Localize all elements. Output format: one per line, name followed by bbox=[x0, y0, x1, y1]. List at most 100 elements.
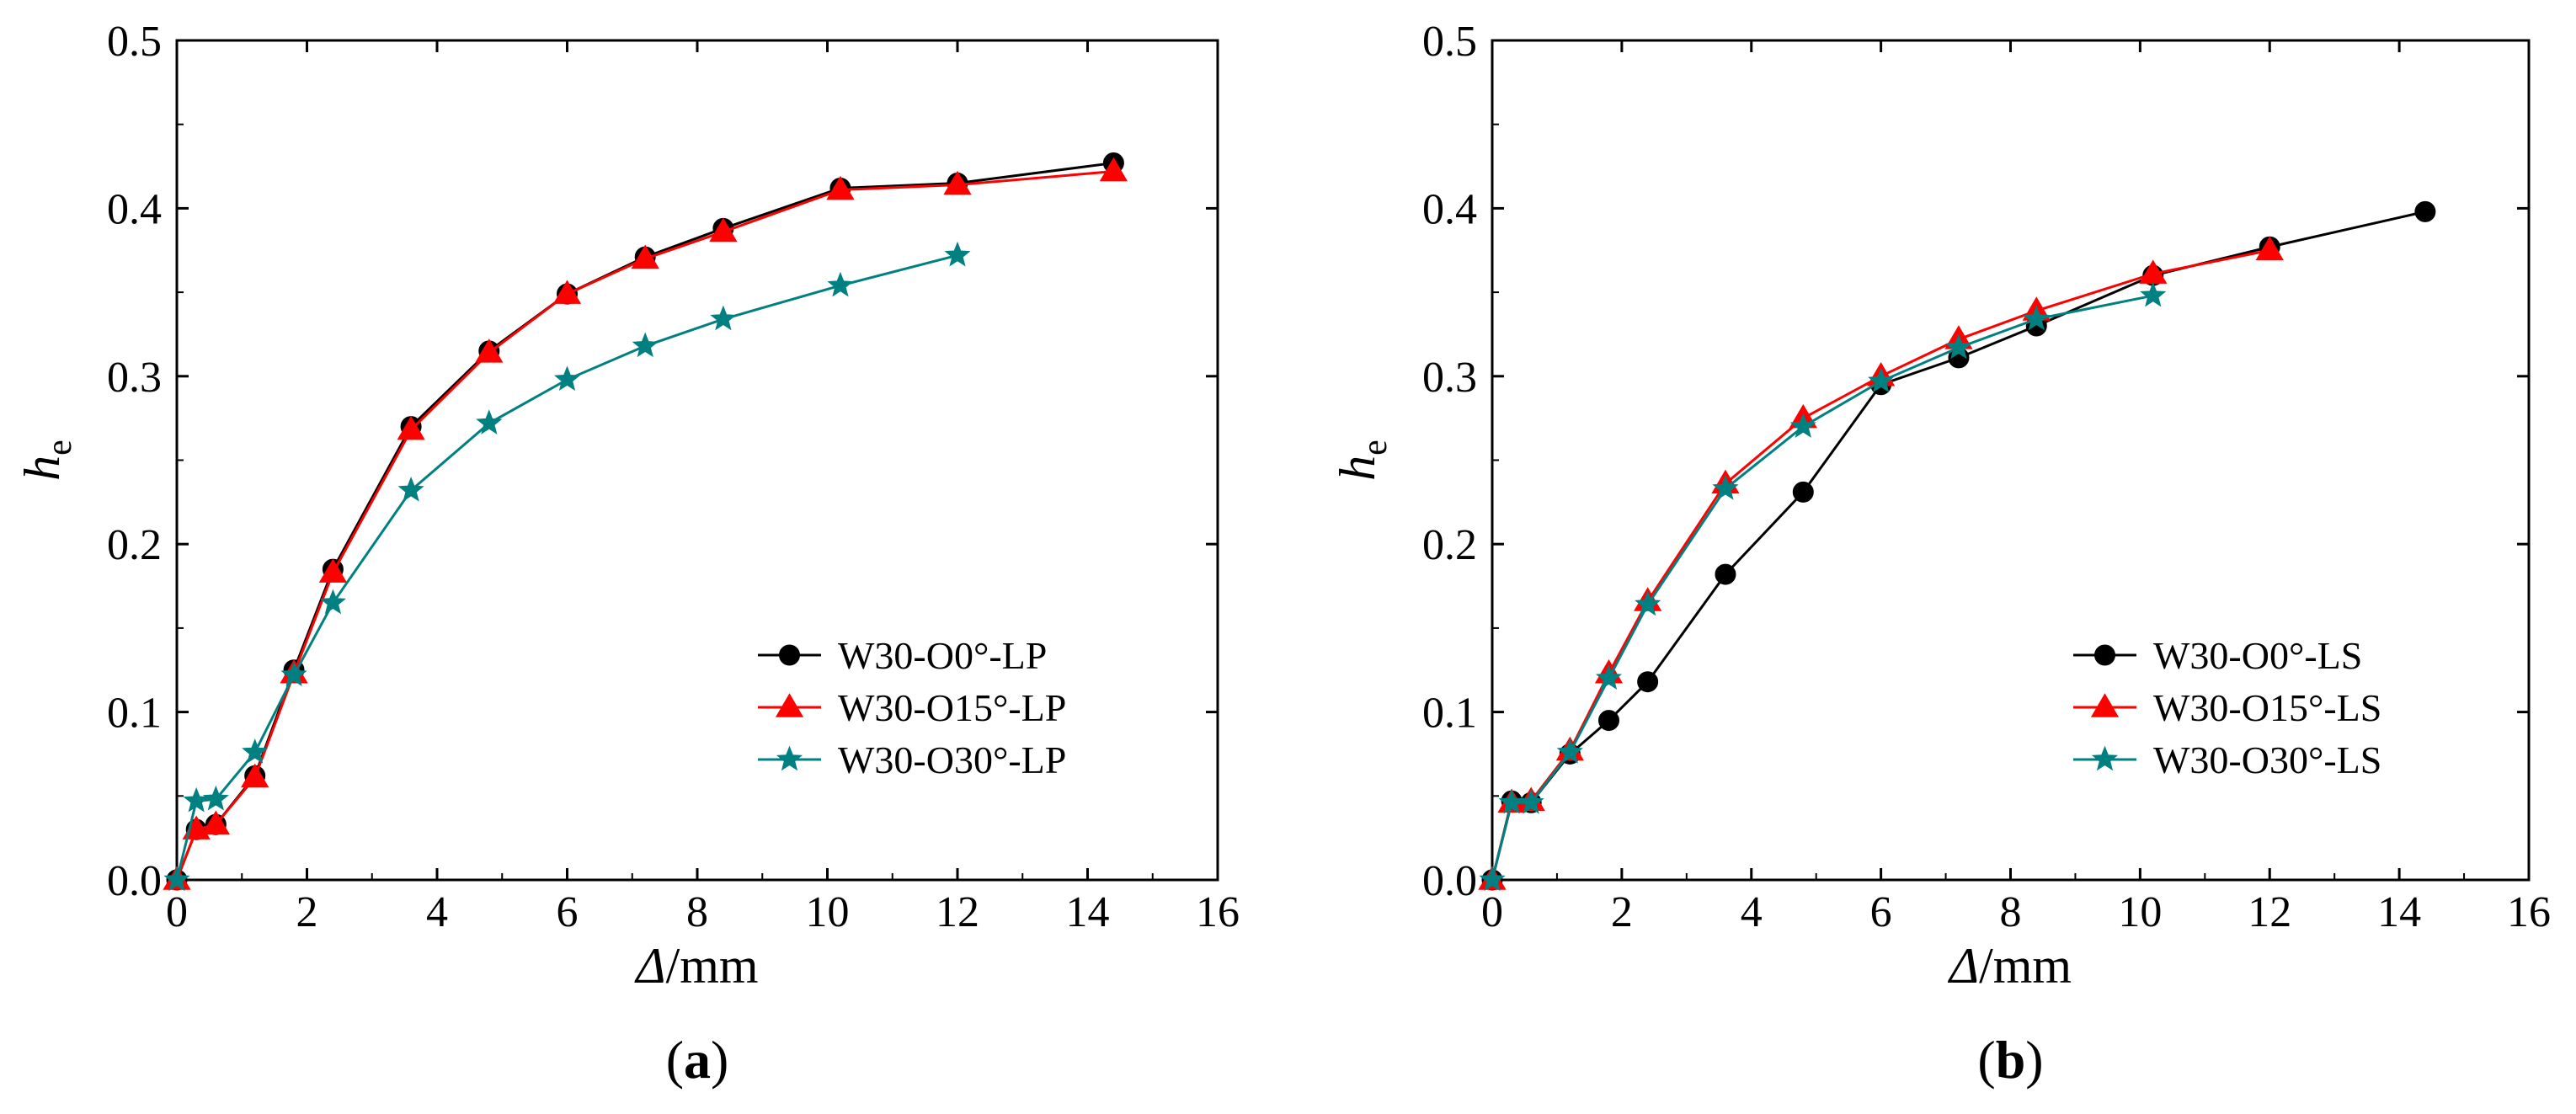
x-axis-label: Δ/mm bbox=[1948, 938, 2072, 994]
y-tick-label: 0.3 bbox=[107, 354, 162, 402]
data-point-triangle bbox=[201, 810, 230, 834]
data-point-triangle bbox=[826, 175, 855, 200]
data-point-triangle bbox=[2255, 236, 2284, 260]
x-tick-label: 4 bbox=[1741, 888, 1763, 936]
y-tick-label: 0.0 bbox=[1422, 857, 1477, 905]
y-axis-label: he bbox=[14, 440, 79, 481]
x-tick-label: 14 bbox=[1066, 888, 1110, 936]
data-point-star bbox=[163, 866, 190, 892]
x-axis-unit: /mm bbox=[666, 938, 759, 994]
data-point-star bbox=[1712, 475, 1739, 500]
legend: W30-O0°-LP W30-O15°-LP W30-O30°-LP bbox=[758, 634, 1066, 781]
data-point-star bbox=[1479, 866, 1506, 892]
data-point-star bbox=[183, 786, 210, 813]
legend-label: W30-O0°-LS bbox=[2153, 634, 2362, 677]
data-point-star bbox=[710, 305, 737, 331]
y-tick-label: 0.4 bbox=[1422, 185, 1477, 233]
legend-label: W30-O30°-LS bbox=[2153, 738, 2381, 781]
data-point-triangle bbox=[397, 415, 425, 440]
x-axis-label: Δ/mm bbox=[634, 938, 758, 994]
data-point-star bbox=[280, 661, 307, 686]
data-point-star bbox=[1868, 367, 1895, 393]
series-line bbox=[175, 170, 1114, 881]
data-point-star bbox=[397, 477, 424, 502]
y-axis-label: he bbox=[1330, 440, 1395, 481]
x-tick-label: 4 bbox=[426, 888, 448, 936]
data-point-star bbox=[1635, 590, 1661, 616]
panel-paren-open: ( bbox=[666, 1030, 684, 1090]
data-point-star bbox=[944, 241, 971, 267]
data-point-triangle bbox=[709, 217, 738, 243]
data-point-circle bbox=[1792, 481, 1814, 503]
x-tick-label: 10 bbox=[806, 888, 850, 936]
panel-letter: b bbox=[1996, 1030, 2026, 1090]
panel-paren-open: ( bbox=[1977, 1030, 1995, 1090]
series-line bbox=[175, 253, 958, 881]
x-tick-label: 16 bbox=[1196, 888, 1240, 936]
data-point-triangle bbox=[631, 244, 659, 269]
data-point-circle bbox=[1597, 710, 1619, 732]
x-axis-symbol: Δ bbox=[1948, 938, 1979, 994]
series-2 bbox=[163, 157, 1128, 890]
legend-label: W30-O30°-LP bbox=[838, 738, 1066, 781]
series-3 bbox=[1479, 281, 2167, 892]
data-point-star bbox=[632, 332, 659, 358]
x-tick-label: 12 bbox=[2248, 888, 2291, 936]
data-point-triangle bbox=[552, 280, 582, 304]
chart-panel-b: 0 2 4 6 8 10 12 14 16 0.0 0.1 0.2 0.3 0.4 0.5 Δ/mm he (b)… bbox=[1330, 18, 2551, 1090]
data-point-star bbox=[202, 785, 229, 811]
x-tick-label: 0 bbox=[166, 888, 188, 936]
legend-marker-triangle bbox=[775, 693, 804, 717]
x-tick-label: 6 bbox=[1870, 888, 1892, 936]
legend-marker-star bbox=[2091, 745, 2119, 771]
x-tick-label: 2 bbox=[296, 888, 318, 936]
legend-label: W30-O0°-LP bbox=[838, 634, 1047, 677]
y-tick-label: 0.5 bbox=[1422, 18, 1477, 66]
y-tick-label: 0.1 bbox=[1422, 690, 1477, 738]
series-2 bbox=[1478, 236, 2284, 890]
x-tick-label: 12 bbox=[936, 888, 979, 936]
series-3 bbox=[163, 241, 971, 892]
y-tick-label: 0.4 bbox=[107, 185, 162, 233]
legend-marker-star bbox=[776, 745, 803, 771]
data-point-triangle bbox=[943, 170, 972, 195]
x-tick-label: 8 bbox=[686, 888, 708, 936]
x-axis-symbol: Δ bbox=[634, 938, 665, 994]
chart-panel-a: 0 2 4 6 8 10 12 14 16 0.0 0.1 0.2 0.3 0.4 0.5 Δ/mm he (a)… bbox=[14, 18, 1240, 1090]
series-line bbox=[1491, 294, 2154, 881]
data-point-triangle bbox=[1099, 157, 1128, 182]
panel-paren-close: ) bbox=[711, 1030, 728, 1090]
x-tick-label: 0 bbox=[1481, 888, 1503, 936]
x-tick-label: 16 bbox=[2507, 888, 2551, 936]
legend-marker-circle bbox=[2094, 644, 2115, 666]
data-point-star bbox=[553, 365, 581, 392]
panel-letter: a bbox=[684, 1030, 711, 1090]
panel-label: (b) bbox=[1977, 1030, 2043, 1090]
data-point-star bbox=[2140, 281, 2167, 307]
y-tick-label: 0.1 bbox=[107, 690, 162, 738]
legend-marker-circle bbox=[779, 644, 800, 666]
data-point-star bbox=[827, 271, 854, 297]
data-point-triangle bbox=[318, 558, 348, 583]
series-1 bbox=[1481, 200, 2436, 891]
x-tick-label: 6 bbox=[557, 888, 579, 936]
x-axis-unit: /mm bbox=[1979, 938, 2072, 994]
legend-label: W30-O15°-LS bbox=[2153, 686, 2381, 729]
y-axis-subscript: e bbox=[1356, 440, 1395, 456]
data-point-triangle bbox=[241, 763, 269, 788]
legend: W30-O0°-LS W30-O15°-LS W30-O30°-LS bbox=[2073, 634, 2381, 781]
legend-label: W30-O15°-LP bbox=[838, 686, 1066, 729]
y-axis-symbol: h bbox=[14, 456, 70, 481]
data-point-star bbox=[1595, 664, 1623, 690]
y-tick-label: 0.0 bbox=[107, 857, 162, 905]
data-point-star bbox=[1789, 413, 1816, 438]
y-axis-symbol: h bbox=[1330, 456, 1385, 481]
legend-marker-triangle bbox=[2090, 693, 2120, 717]
data-point-star bbox=[1945, 333, 1972, 360]
data-point-star bbox=[1556, 738, 1583, 764]
panel-label: (a) bbox=[666, 1030, 729, 1090]
panel-paren-close: ) bbox=[2025, 1030, 2043, 1090]
data-point-star bbox=[242, 738, 269, 764]
data-point-star bbox=[476, 409, 503, 434]
